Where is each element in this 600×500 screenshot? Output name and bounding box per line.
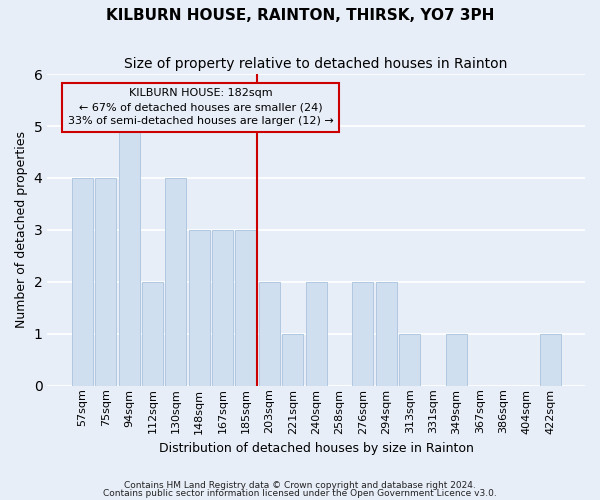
Text: Contains public sector information licensed under the Open Government Licence v3: Contains public sector information licen… [103, 489, 497, 498]
Bar [95, 178, 116, 386]
Bar [188, 230, 210, 386]
Bar [235, 230, 257, 386]
Bar [446, 334, 467, 386]
Title: Size of property relative to detached houses in Rainton: Size of property relative to detached ho… [124, 58, 508, 71]
Bar [259, 282, 280, 386]
Text: KILBURN HOUSE: 182sqm
← 67% of detached houses are smaller (24)
33% of semi-deta: KILBURN HOUSE: 182sqm ← 67% of detached … [68, 88, 334, 126]
Bar [72, 178, 93, 386]
Bar [376, 282, 397, 386]
Text: Contains HM Land Registry data © Crown copyright and database right 2024.: Contains HM Land Registry data © Crown c… [124, 480, 476, 490]
Bar [142, 282, 163, 386]
Bar [305, 282, 326, 386]
Bar [212, 230, 233, 386]
Bar [352, 282, 373, 386]
Bar [165, 178, 187, 386]
Bar [539, 334, 560, 386]
Bar [282, 334, 303, 386]
Bar [119, 126, 140, 386]
Bar [399, 334, 420, 386]
Text: KILBURN HOUSE, RAINTON, THIRSK, YO7 3PH: KILBURN HOUSE, RAINTON, THIRSK, YO7 3PH [106, 8, 494, 22]
Y-axis label: Number of detached properties: Number of detached properties [15, 132, 28, 328]
X-axis label: Distribution of detached houses by size in Rainton: Distribution of detached houses by size … [159, 442, 473, 455]
